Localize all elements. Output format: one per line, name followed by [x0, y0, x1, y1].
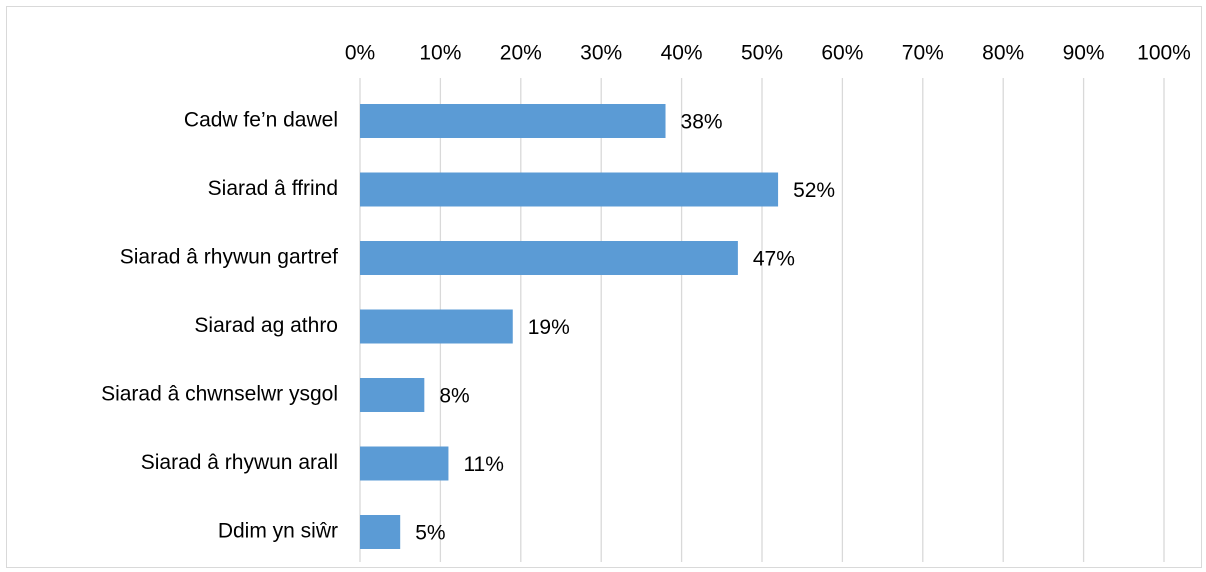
- bar: [360, 378, 425, 412]
- bar: [360, 446, 449, 481]
- data-label: 8%: [439, 385, 469, 408]
- x-tick-label: 70%: [902, 42, 944, 65]
- x-tick-label: 50%: [741, 42, 783, 65]
- category-label: Siarad â rhywun arall: [141, 451, 338, 474]
- bar: [360, 241, 738, 275]
- bar: [360, 104, 666, 138]
- category-label: Siarad ag athro: [194, 314, 338, 337]
- x-tick-label: 100%: [1137, 42, 1191, 65]
- x-tick-label: 20%: [500, 42, 542, 65]
- category-label: Siarad â rhywun gartref: [120, 246, 338, 269]
- x-tick-label: 90%: [1063, 42, 1105, 65]
- x-axis-tick-labels: 0% 10% 20% 30% 40% 50% 60% 70% 80% 90% 100%: [345, 42, 1191, 65]
- data-label: 52%: [793, 179, 835, 202]
- category-label: Siarad â chwnselwr ysgol: [101, 383, 338, 406]
- data-label: 19%: [528, 316, 570, 339]
- data-label: 47%: [753, 248, 795, 271]
- data-label: 11%: [463, 453, 503, 476]
- category-labels: Cadw fe’n dawel Siarad â ffrind Siarad â r…: [101, 109, 338, 543]
- data-label: 5%: [415, 522, 445, 545]
- x-tick-label: 10%: [419, 42, 461, 65]
- category-label: Cadw fe’n dawel: [184, 109, 338, 132]
- data-labels: 38% 52% 47% 19% 8% 11% 5%: [415, 111, 835, 545]
- category-label: Ddim yn siŵr: [218, 520, 338, 543]
- category-label: Siarad â ffrind: [208, 177, 338, 200]
- bar: [360, 515, 401, 549]
- x-tick-label: 80%: [982, 42, 1024, 65]
- bar: [360, 309, 513, 344]
- x-tick-label: 0%: [345, 42, 375, 65]
- x-tick-label: 60%: [821, 42, 863, 65]
- bar: [360, 172, 779, 207]
- data-label: 38%: [681, 111, 723, 134]
- x-tick-label: 40%: [661, 42, 703, 65]
- bars: [360, 104, 779, 549]
- gridlines: [359, 78, 1165, 562]
- x-tick-label: 30%: [580, 42, 622, 65]
